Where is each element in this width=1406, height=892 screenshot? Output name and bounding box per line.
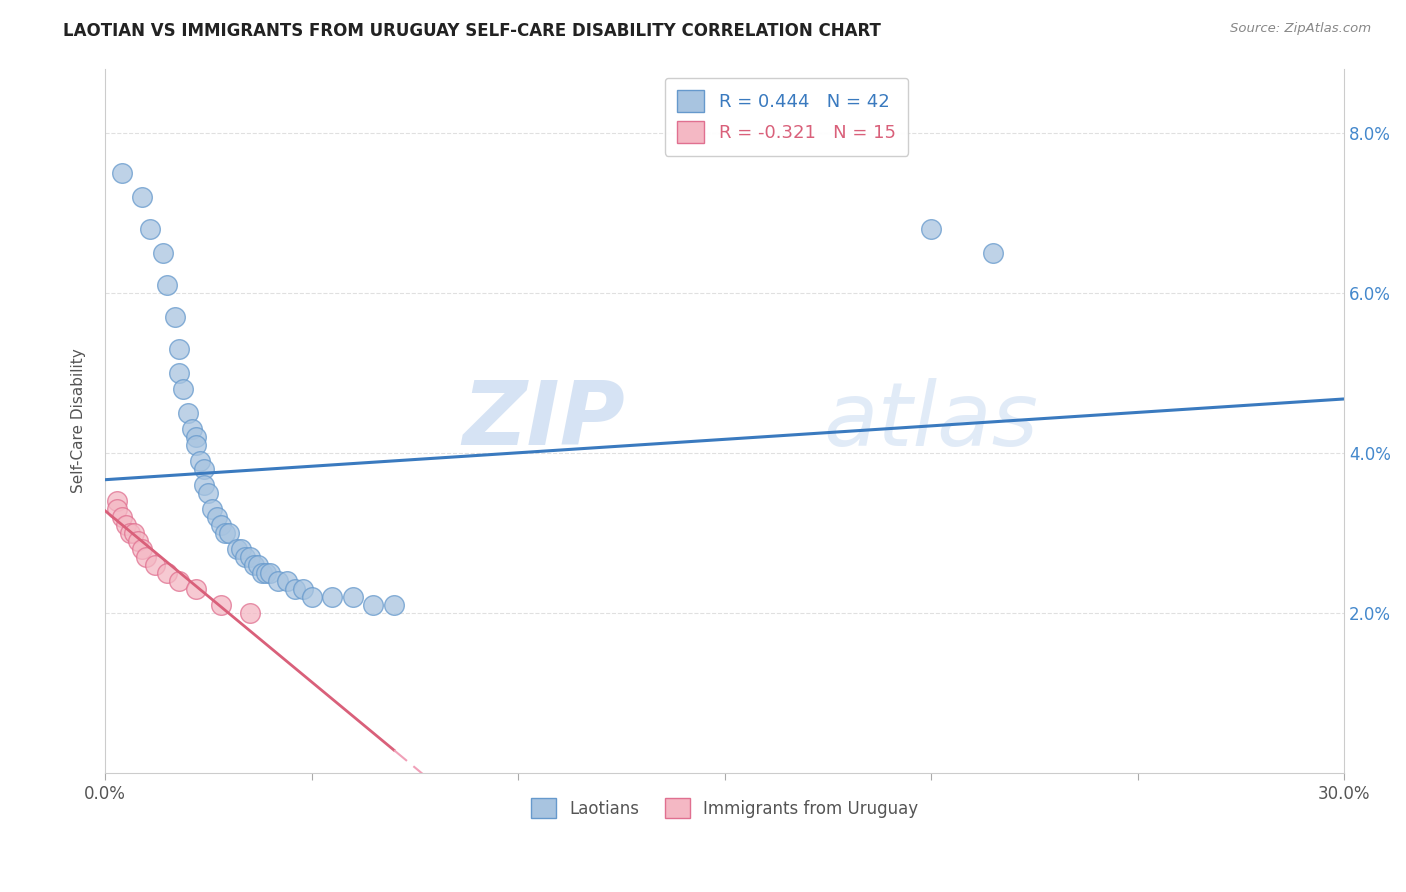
Point	[981, 245, 1004, 260]
Point	[193, 478, 215, 492]
Y-axis label: Self-Care Disability: Self-Care Disability	[72, 349, 86, 493]
Point	[382, 598, 405, 612]
Point	[214, 526, 236, 541]
Point	[176, 406, 198, 420]
Text: LAOTIAN VS IMMIGRANTS FROM URUGUAY SELF-CARE DISABILITY CORRELATION CHART: LAOTIAN VS IMMIGRANTS FROM URUGUAY SELF-…	[63, 22, 882, 40]
Point	[143, 558, 166, 573]
Point	[201, 502, 224, 516]
Point	[254, 566, 277, 581]
Point	[110, 166, 132, 180]
Point	[184, 438, 207, 452]
Point	[118, 526, 141, 541]
Point	[250, 566, 273, 581]
Point	[242, 558, 264, 573]
Point	[169, 574, 191, 589]
Point	[246, 558, 269, 573]
Point	[238, 550, 260, 565]
Point	[152, 245, 174, 260]
Point	[131, 189, 153, 203]
Point	[139, 221, 162, 235]
Point	[156, 566, 179, 581]
Point	[284, 582, 307, 597]
Point	[169, 366, 191, 380]
Point	[267, 574, 290, 589]
Point	[301, 591, 323, 605]
Point	[105, 502, 128, 516]
Point	[342, 591, 364, 605]
Point	[184, 582, 207, 597]
Point	[180, 422, 202, 436]
Point	[321, 591, 343, 605]
Point	[184, 430, 207, 444]
Point	[920, 221, 942, 235]
Point	[226, 542, 249, 557]
Point	[259, 566, 281, 581]
Legend: Laotians, Immigrants from Uruguay: Laotians, Immigrants from Uruguay	[524, 791, 925, 825]
Point	[188, 454, 211, 468]
Point	[197, 486, 219, 500]
Point	[231, 542, 253, 557]
Point	[127, 534, 149, 549]
Point	[169, 342, 191, 356]
Point	[238, 606, 260, 620]
Point	[235, 550, 257, 565]
Point	[156, 277, 179, 292]
Point	[172, 382, 194, 396]
Point	[218, 526, 240, 541]
Point	[165, 310, 187, 324]
Point	[209, 518, 232, 533]
Point	[292, 582, 315, 597]
Point	[276, 574, 298, 589]
Text: ZIP: ZIP	[463, 377, 626, 465]
Point	[363, 598, 385, 612]
Text: Source: ZipAtlas.com: Source: ZipAtlas.com	[1230, 22, 1371, 36]
Point	[193, 462, 215, 476]
Point	[122, 526, 145, 541]
Point	[105, 494, 128, 508]
Text: atlas: atlas	[824, 378, 1039, 464]
Point	[135, 550, 157, 565]
Point	[205, 510, 228, 524]
Point	[110, 510, 132, 524]
Point	[131, 542, 153, 557]
Point	[114, 518, 136, 533]
Point	[209, 598, 232, 612]
